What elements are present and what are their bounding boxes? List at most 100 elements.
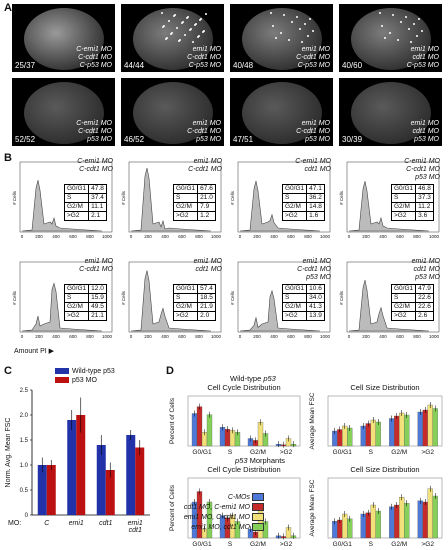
x-tick-label: 1000 (320, 234, 331, 239)
phase-percent: 1.6 (306, 211, 325, 221)
x-tick-label: 600 (69, 234, 77, 239)
x-category-label: >G2 (280, 449, 293, 456)
morpholino-label: emi1 MO C-cdt1 MO C-p53 MO (187, 46, 221, 69)
bar (360, 513, 366, 539)
bar (417, 500, 423, 539)
legend-entry: cdt1 MO, C-emi1 MO (168, 502, 264, 512)
legend-entry: p53 MO (72, 377, 97, 384)
apoptotic-speck (400, 21, 402, 23)
stats-row: G0/G1 12.0 (63, 284, 107, 294)
panel-c-label: C (4, 365, 12, 377)
legend-label: emi1 MO, cdt1 MO (191, 523, 250, 531)
phase-percent: 57.4 (197, 284, 216, 294)
bar (375, 510, 381, 539)
apoptotic-speck (179, 39, 181, 41)
phase-label: >G2 (172, 311, 199, 321)
bar (394, 504, 400, 539)
apoptotic-speck (304, 23, 306, 25)
embryo-tile: 44/44 emi1 MO C-cdt1 MO C-p53 MO (121, 4, 224, 72)
stats-row: G2/M 49.5 (63, 302, 107, 312)
phase-label: >G2 (281, 211, 308, 221)
histogram-condition-label: emi1 MO cdt1 MO p53 MO (411, 258, 440, 281)
apoptotic-speck (312, 30, 314, 32)
legend-entry: emi1 MO, cdt1 MO (168, 522, 264, 532)
apoptotic-speck (181, 22, 183, 24)
bar (257, 422, 264, 447)
x-tick-label: 200 (35, 334, 43, 339)
apoptotic-speck (187, 16, 189, 18)
plot-frame (19, 161, 113, 233)
bar (399, 412, 405, 447)
stats-row: >G2 1.6 (281, 211, 325, 221)
phase-percent: 47.9 (415, 284, 434, 294)
stats-row: S 34.0 (281, 293, 325, 303)
x-category-label: >G2 (422, 541, 435, 548)
phase-percent: 15.9 (88, 293, 107, 303)
plot-frame (128, 161, 222, 233)
x-tick-label: 400 (52, 234, 60, 239)
apoptotic-speck (176, 27, 178, 29)
x-category-label: G2/M (391, 541, 407, 548)
apoptotic-speck (384, 37, 386, 39)
x-tick-label: 600 (178, 334, 186, 339)
x-tick-label: 200 (35, 234, 43, 239)
wt-p53-group-label: Wild-type p53 (230, 374, 276, 383)
pi-histogram: # Cells 0 200 400 600 800 1000 C-emi1 MO C-cdt1 … (339, 158, 442, 240)
histogram-plot: # Cells 0 200 400 600 800 1000 (121, 161, 222, 239)
x-category-label: C (44, 520, 50, 527)
phase-label: G2/M (281, 202, 308, 212)
phase-percent: 46.8 (415, 184, 434, 194)
y-axis-label: Percent of Cells (169, 484, 176, 531)
apoptotic-speck (202, 31, 204, 33)
pi-histogram: # Cells 0 200 400 600 800 1000 C-emi1 MO cdt1 MO… (230, 158, 333, 240)
histogram-condition-label: emi1 MO C-cdt1 MO (79, 258, 113, 273)
legend-swatch (252, 493, 264, 501)
phase-percent: 11.1 (88, 202, 107, 212)
stats-row: >G2 3.6 (390, 211, 434, 221)
x-category-label: S (228, 541, 233, 548)
legend-entry: C-MOs (168, 492, 264, 502)
x-tick-label: 600 (178, 234, 186, 239)
phase-label: G0/G1 (63, 284, 90, 294)
x-tick-label: 400 (161, 334, 169, 339)
apoptotic-speck (182, 21, 184, 23)
bar (417, 411, 423, 447)
histogram-condition-label: C-emi1 MO C-cdt1 MO p53 MO (404, 158, 440, 181)
x-category-label: >G2 (280, 541, 293, 548)
x-tick-label: 400 (161, 234, 169, 239)
phase-label: >G2 (63, 311, 90, 321)
histogram-area (21, 180, 103, 232)
cell-cycle-stats-table: G0/G1 46.8 S 37.3 G2/M 11.2 >G2 3.6 (390, 184, 434, 221)
stats-row: >G2 13.9 (281, 311, 325, 321)
panel-d-label: D (166, 365, 174, 377)
histogram-condition-label: C-emi1 MO cdt1 MO (295, 158, 331, 173)
x-tick-label: 400 (379, 234, 387, 239)
x-tick-label: 800 (413, 234, 421, 239)
x-tick-label: 200 (362, 234, 370, 239)
apoptotic-speck (166, 37, 168, 39)
y-tick-label: 1.5 (20, 438, 29, 444)
x-category-label: cdt1 (99, 520, 112, 527)
x-tick-label: 600 (287, 334, 295, 339)
stats-row: G0/G1 57.4 (172, 284, 216, 294)
phase-label: G2/M (281, 302, 308, 312)
x-tick-label: 1000 (320, 334, 331, 339)
morpholino-label: emi1 MO C-cdt1 MO C-p53 MO (296, 46, 330, 69)
chart-title: Cell Size Distribution (350, 383, 419, 392)
phase-label: G0/G1 (281, 284, 308, 294)
y-axis-label: Norm. Avg. Mean FSC (5, 418, 12, 488)
bar (375, 421, 381, 447)
apoptotic-speck (405, 16, 407, 18)
plot-frame (128, 261, 222, 333)
apoptotic-speck (309, 18, 311, 20)
x-tick-label: 800 (195, 334, 203, 339)
histogram-area (239, 289, 321, 332)
cell-cycle-stats-table: G0/G1 47.8 S 37.4 G2/M 11.1 >G2 2.1 (63, 184, 107, 221)
plot-frame (327, 395, 443, 447)
y-tick-label: 2.5 (20, 388, 29, 394)
stats-row: G0/G1 10.6 (281, 284, 325, 294)
embryo-count: 44/44 (124, 61, 145, 70)
apoptotic-speck (272, 25, 274, 27)
pi-histogram: # Cells 0 200 400 600 800 1000 emi1 MO cdt1 MO G0… (121, 258, 224, 340)
embryo (242, 8, 322, 70)
